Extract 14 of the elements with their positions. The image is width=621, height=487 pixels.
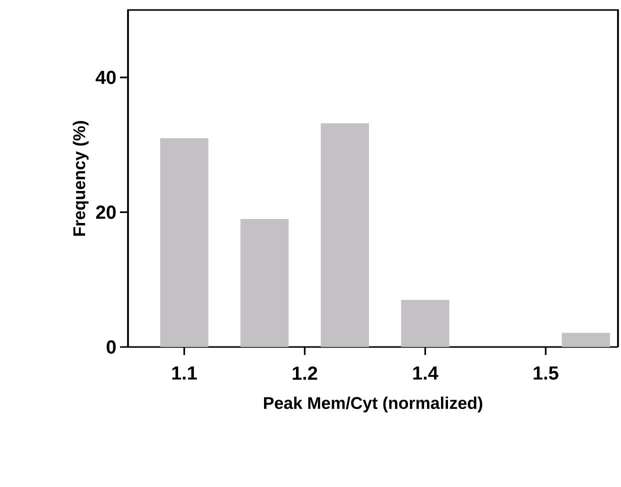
x-tick-label: 1.2: [292, 366, 318, 380]
bar: [562, 332, 610, 347]
x-tick-label: 1.5: [534, 366, 558, 380]
bar: [320, 123, 369, 347]
y-tick-label: 0: [106, 340, 116, 354]
x-tick-label: 1.1: [172, 366, 197, 380]
x-axis-title: Peak Mem/Cyt (normalized): [264, 396, 482, 412]
y-tick-label: 40: [96, 70, 116, 84]
y-axis-title: Frequency (%): [72, 121, 89, 236]
bar: [160, 138, 208, 347]
bar: [240, 218, 289, 347]
x-tick-label: 1.4: [413, 366, 438, 380]
bar: [401, 300, 450, 347]
y-tick-label: 20: [96, 205, 116, 219]
